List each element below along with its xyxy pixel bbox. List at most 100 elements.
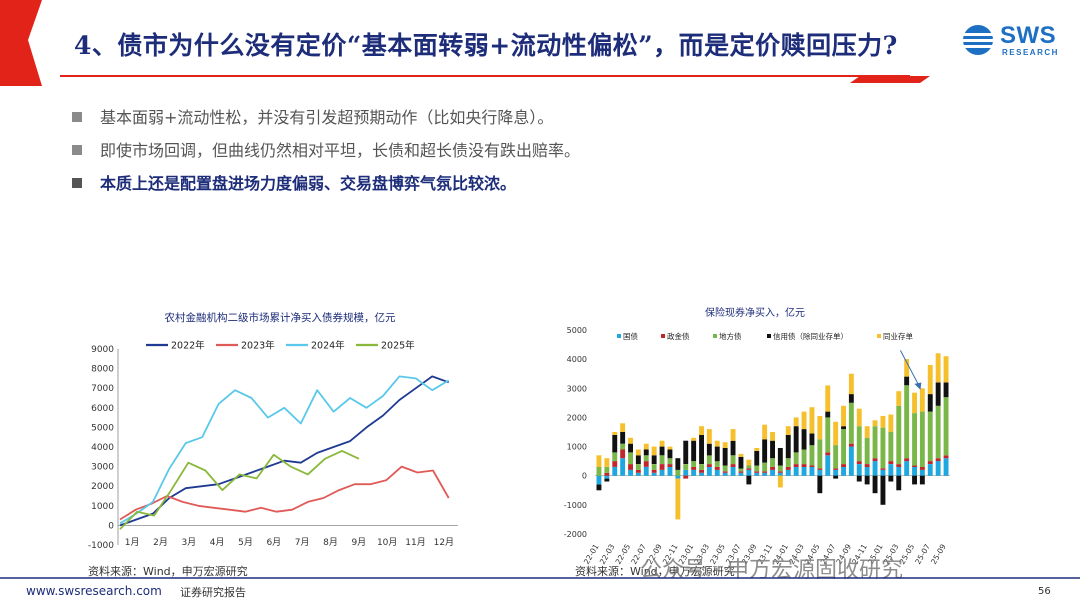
bar-segment (888, 464, 894, 476)
bar-segment (604, 458, 610, 467)
bar-segment (604, 478, 610, 482)
bar-segment (706, 467, 712, 476)
bar-segment (872, 420, 878, 427)
bar-segment (872, 461, 878, 476)
bar-segment (943, 356, 949, 383)
series-line (119, 465, 450, 521)
bar-segment (833, 468, 839, 470)
bar-segment (801, 429, 807, 450)
bar-segment (833, 445, 839, 469)
bullet-square-icon (72, 112, 82, 122)
x-tick-label: 25-09 (929, 542, 948, 566)
x-tick-label: 9月 (351, 537, 366, 548)
bar-segment (856, 475, 862, 482)
y-tick-label: 1000 (567, 443, 587, 452)
bar-segment (620, 449, 626, 459)
bar-segment (841, 429, 846, 465)
bar-segment (620, 432, 626, 444)
bar-segment (801, 411, 807, 430)
bar-segment (825, 455, 831, 476)
bar-segment (746, 459, 752, 466)
bar-segment (635, 469, 641, 473)
bar-segment (943, 397, 949, 456)
bar-segment (706, 464, 712, 467)
bar-segment (683, 440, 689, 464)
bar-segment (833, 475, 839, 479)
bar-segment (825, 417, 831, 453)
bar-segment (762, 471, 768, 473)
bar-segment (675, 478, 681, 520)
bullet-square-icon (72, 178, 82, 188)
source-note-right: 资料来源：Wind，申万宏源研究 (575, 565, 735, 578)
bar-segment (620, 443, 626, 450)
bar-segment (714, 446, 720, 462)
bar-segment (746, 465, 752, 469)
bar-segment (612, 452, 618, 462)
bullet-text: 本质上还是配置盘进场力度偏弱、交易盘博弈气氛比较浓。 (100, 174, 517, 193)
bar-segment (825, 411, 831, 418)
bar-segment (872, 475, 878, 494)
bar-segment (738, 472, 744, 476)
bar-segment (738, 456, 744, 469)
x-tick-label: 3月 (181, 537, 196, 548)
bar-segment (833, 469, 839, 476)
bar-segment (793, 426, 799, 453)
bar-segment (864, 467, 870, 476)
bar-segment (896, 405, 902, 465)
bar-segment (817, 439, 823, 469)
bar-segment (620, 458, 626, 476)
bar-segment (904, 359, 910, 377)
bar-segment (785, 458, 791, 467)
bar-segment (785, 467, 791, 470)
bullet-item-emphasis: 本质上还是配置盘进场力度偏弱、交易盘博弈气氛比较浓。 (72, 170, 580, 203)
footer-url-link[interactable]: www.swsresearch.com (26, 584, 162, 598)
bar-segment (699, 464, 704, 470)
legend-label: 2022年 (171, 340, 205, 352)
bar-segment (628, 464, 633, 470)
bar-segment (927, 464, 933, 476)
bar-segment (888, 475, 894, 482)
bar-segment (817, 475, 823, 494)
sws-globe-icon (963, 25, 993, 55)
bar-segment (635, 455, 641, 464)
footer-report-label: 证券研究报告 (180, 586, 246, 599)
bar-segment (912, 465, 917, 467)
bar-segment (667, 458, 673, 464)
bar-segment (738, 453, 744, 457)
bar-segment (943, 458, 949, 476)
y-tick-label: 9000 (91, 345, 114, 355)
bar-segment (722, 465, 728, 472)
bar-segment (659, 455, 665, 464)
bar-segment (848, 443, 854, 447)
bar-segment (896, 475, 902, 491)
legend-label: 2023年 (241, 340, 275, 352)
bar-segment (777, 471, 783, 473)
bar-segment (904, 461, 910, 476)
bullet-text: 即使市场回调，但曲线仍然相对平坦，长债和超长债没有跌出赔率。 (100, 141, 581, 160)
bar-segment (935, 405, 941, 459)
bar-segment (667, 464, 673, 467)
bar-segment (912, 392, 917, 414)
bar-segment (628, 443, 633, 453)
x-tick-label: 6月 (266, 537, 281, 548)
page-title: 4、债市为什么没有定价“基本面转弱+流动性偏松”，而是定价赎回压力? (74, 31, 898, 60)
bar-segment (730, 467, 736, 476)
bar-segment (856, 464, 862, 476)
y-tick-label: 4000 (91, 443, 114, 453)
bar-segment (643, 461, 649, 467)
x-tick-label: 10月 (377, 537, 397, 548)
bar-segment (793, 452, 799, 465)
bar-segment (730, 440, 736, 456)
bar-segment (651, 469, 657, 473)
bar-segment (904, 458, 910, 462)
bar-segment (943, 455, 949, 459)
y-tick-label: -2000 (564, 530, 587, 539)
y-tick-label: 0 (582, 472, 587, 481)
bar-segment (817, 416, 823, 440)
bar-segment (888, 461, 894, 464)
bar-segment (699, 434, 704, 464)
bar-segment (919, 469, 925, 476)
y-tick-label: 0 (108, 521, 114, 531)
bar-segment (770, 469, 775, 476)
line-chart: 农村金融机构二级市场累计净买入债券规模，亿元 9000 8000 7000 6000 50… (88, 311, 458, 551)
